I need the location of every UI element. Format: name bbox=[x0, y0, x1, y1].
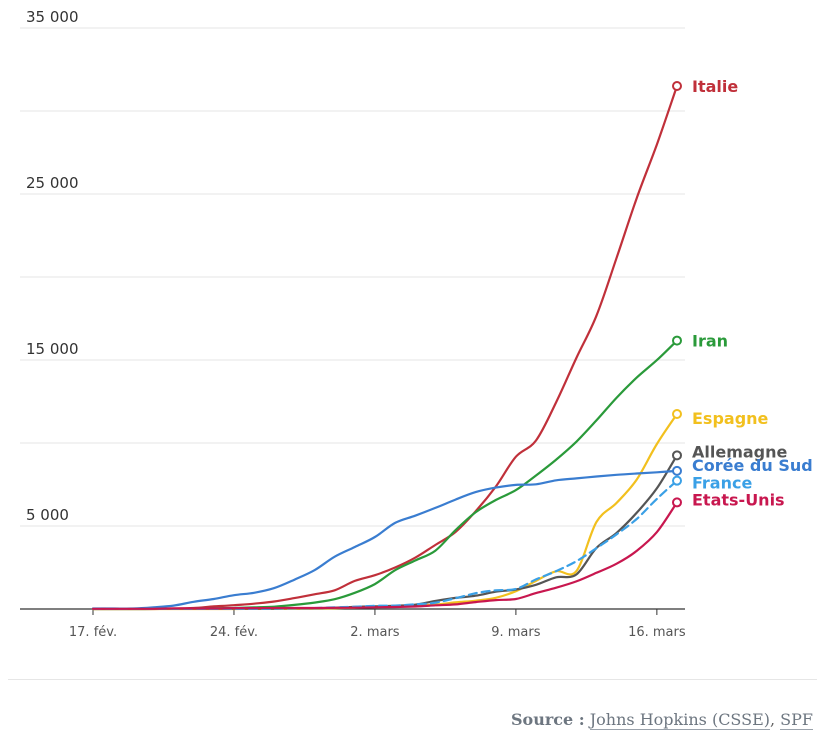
series-label-allemagne: Allemagne bbox=[692, 442, 788, 461]
source-separator: , bbox=[770, 710, 781, 729]
source-line: Source : Johns Hopkins (CSSE), SPF bbox=[510, 710, 813, 730]
y-tick-label: 5 000 bbox=[26, 506, 69, 524]
series-label-iran: Iran bbox=[692, 332, 728, 351]
y-tick-label: 35 000 bbox=[26, 8, 79, 26]
series-lines bbox=[91, 84, 679, 611]
series-endpoint-france bbox=[672, 475, 682, 486]
grid-lines bbox=[20, 27, 685, 527]
series-line-coree-du-sud bbox=[91, 469, 679, 610]
series-endpoint-etats-unis bbox=[672, 497, 682, 508]
line-chart: 35 000 25 000 15 000 5 000 17. fév. 24. fév.… bbox=[20, 8, 813, 640]
x-tick-label: 2. mars bbox=[350, 625, 400, 640]
series-label-france: France bbox=[692, 474, 752, 493]
source-link-spf[interactable]: SPF bbox=[780, 710, 813, 730]
series-line-etats-unis bbox=[91, 501, 679, 610]
x-tick-label: 24. fév. bbox=[210, 625, 258, 640]
series-label-etats-unis: Etats-Unis bbox=[692, 490, 785, 509]
source-label: Source : bbox=[510, 710, 585, 729]
x-tick-label: 16. mars bbox=[628, 625, 686, 640]
x-tick-label: 17. fév. bbox=[69, 625, 117, 640]
series-endpoint-espagne bbox=[672, 408, 682, 419]
series-line-allemagne bbox=[91, 454, 679, 610]
x-tick-label: 9. mars bbox=[491, 625, 541, 640]
series-line-iran bbox=[91, 339, 679, 611]
series-endpoint-allemagne bbox=[672, 450, 682, 461]
series-line-france bbox=[91, 479, 679, 610]
y-tick-label: 25 000 bbox=[26, 174, 79, 192]
series-endpoint-iran bbox=[672, 335, 682, 346]
series-endpoint-italie bbox=[672, 81, 682, 92]
y-tick-label: 15 000 bbox=[26, 340, 79, 358]
x-axis: 17. fév. 24. fév. 2. mars 9. mars 16. mars bbox=[20, 608, 686, 640]
series-endpoint-coree-du-sud bbox=[672, 465, 682, 476]
divider bbox=[8, 679, 817, 680]
series-label-coree-du-sud: Corée du Sud bbox=[692, 456, 813, 475]
series-label-espagne: Espagne bbox=[692, 409, 769, 428]
series-label-italie: Italie bbox=[692, 77, 738, 96]
source-link-jhu[interactable]: Johns Hopkins (CSSE) bbox=[589, 710, 770, 730]
y-axis-ticks: 35 000 25 000 15 000 5 000 bbox=[26, 8, 79, 524]
